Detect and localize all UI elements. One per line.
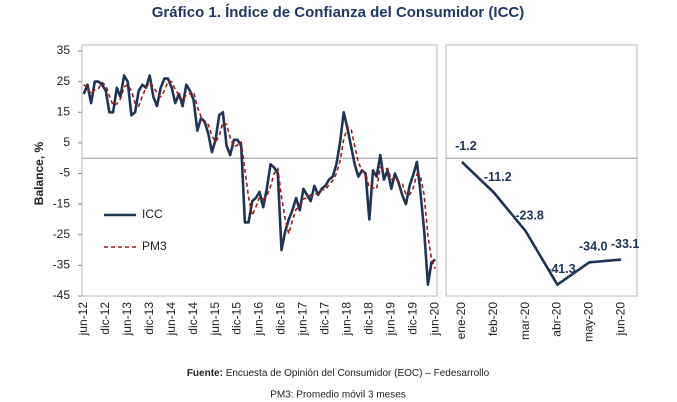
- x-tick-label: jun-20: [427, 302, 441, 337]
- x-tick-label: feb-20: [486, 302, 500, 336]
- x-tick-label: jun-19: [383, 302, 397, 337]
- x-tick-label: jun-17: [296, 302, 310, 337]
- y-axis-label: Balance, %: [32, 141, 46, 205]
- x-tick-label: jun-15: [208, 302, 222, 337]
- x-tick-label: dic-14: [186, 302, 200, 335]
- x-tick-label: dic-19: [405, 302, 419, 335]
- series-line: [461, 160, 622, 286]
- y-tick-label: 15: [57, 104, 71, 118]
- x-tick-label: jun-14: [164, 302, 178, 337]
- x-tick-label: jun-12: [76, 302, 90, 337]
- x-tick-label: jun-16: [252, 302, 266, 337]
- y-tick-label: 25: [57, 74, 71, 88]
- data-label: -23.8: [515, 208, 544, 222]
- x-tick-label: dic-18: [361, 302, 375, 335]
- x-tick-label: dic-12: [98, 302, 112, 335]
- y-tick-label: -45: [53, 288, 71, 302]
- x-tick-label: ene-20: [454, 302, 468, 340]
- y-tick-label: -15: [53, 196, 71, 210]
- chart-title: Gráfico 1. Índice de Confianza del Consu…: [152, 4, 525, 21]
- y-tick-label: -5: [59, 166, 70, 180]
- x-tick-label: jun-13: [120, 302, 134, 337]
- y-tick-label: -25: [53, 227, 71, 241]
- data-label: -33.1: [611, 237, 640, 251]
- source-label: Fuente:: [187, 368, 223, 379]
- y-tick-label: -35: [53, 258, 71, 272]
- y-tick-label: 5: [63, 135, 70, 149]
- note: PM3: Promedio móvil 3 meses: [270, 390, 406, 401]
- x-tick-label: dic-17: [318, 302, 332, 335]
- series-line: [82, 74, 436, 286]
- x-tick-label: may-20: [581, 302, 595, 342]
- plot-frame: [81, 44, 438, 297]
- data-label: -34.0: [579, 240, 608, 254]
- data-label: -41.3: [547, 262, 576, 276]
- data-label: -11.2: [484, 170, 512, 184]
- plot-frame: [445, 44, 638, 297]
- y-tick-label: 35: [57, 43, 71, 57]
- legend-label: PM3: [142, 239, 167, 253]
- x-tick-label: abr-20: [550, 302, 564, 337]
- x-tick-label: dic-13: [142, 302, 156, 335]
- source: Fuente: Encuesta de Opinión del Consumid…: [187, 368, 490, 379]
- x-tick-label: dic-15: [230, 302, 244, 335]
- x-tick-label: dic-16: [274, 302, 288, 335]
- x-tick-label: jun-18: [340, 302, 354, 337]
- x-tick-label: jun-20: [613, 302, 627, 337]
- source-text: Encuesta de Opinión del Consumidor (EOC)…: [226, 368, 490, 379]
- data-label: -1.2: [455, 139, 477, 153]
- legend-label: ICC: [142, 207, 163, 221]
- x-tick-label: mar-20: [518, 302, 532, 340]
